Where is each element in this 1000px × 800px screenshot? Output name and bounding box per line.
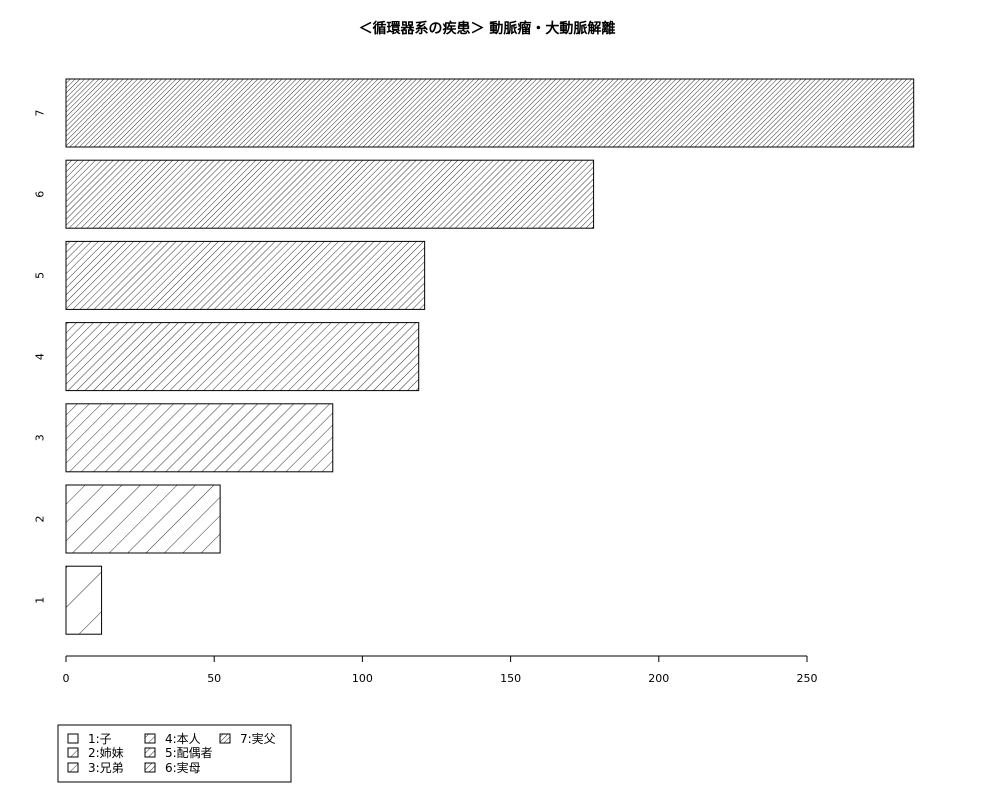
x-tick-label: 250 xyxy=(797,672,818,685)
y-tick-label: 1 xyxy=(34,597,47,604)
y-axis-tick-labels: 1 2 3 4 5 6 7 xyxy=(34,110,47,604)
bar-4 xyxy=(65,322,420,392)
x-tick-label: 100 xyxy=(352,672,373,685)
y-tick-label: 4 xyxy=(34,353,47,360)
bar-3 xyxy=(65,403,334,473)
legend-swatch xyxy=(144,762,156,773)
legend-swatch xyxy=(144,747,156,758)
x-tick-label: 0 xyxy=(63,672,70,685)
legend-label: 4:本人 xyxy=(165,732,201,746)
x-axis: 0 50 100 150 200 250 xyxy=(63,655,818,685)
legend-box xyxy=(57,724,292,783)
bar-5 xyxy=(65,240,426,310)
legend-label: 3:兄弟 xyxy=(88,761,124,775)
y-tick-label: 7 xyxy=(34,110,47,117)
legend-label: 6:実母 xyxy=(165,760,201,775)
legend-swatch xyxy=(219,733,231,744)
legend-swatch xyxy=(144,733,156,744)
y-tick-label: 5 xyxy=(34,272,47,279)
y-tick-label: 6 xyxy=(34,191,47,198)
legend-label: 2:姉妹 xyxy=(88,745,124,760)
x-tick-label: 150 xyxy=(500,672,521,685)
legend-swatch xyxy=(67,762,79,773)
chart-title: ＜循環器系の疾患＞ 動脈瘤・大動脈解離 xyxy=(359,20,616,37)
bar-2 xyxy=(65,484,221,554)
legend-swatch xyxy=(67,747,79,758)
legend-label: 7:実父 xyxy=(240,731,276,746)
bars xyxy=(65,78,915,635)
legend-label: 5:配偶者 xyxy=(165,746,213,760)
bar-7 xyxy=(65,78,915,148)
y-tick-label: 2 xyxy=(34,516,47,523)
x-tick-label: 50 xyxy=(207,672,221,685)
bar-6 xyxy=(65,159,595,229)
y-tick-label: 3 xyxy=(34,434,47,441)
legend-label: 1:子 xyxy=(88,732,112,746)
bar-1 xyxy=(65,565,103,635)
legend-swatch xyxy=(67,733,79,744)
x-tick-label: 200 xyxy=(648,672,669,685)
